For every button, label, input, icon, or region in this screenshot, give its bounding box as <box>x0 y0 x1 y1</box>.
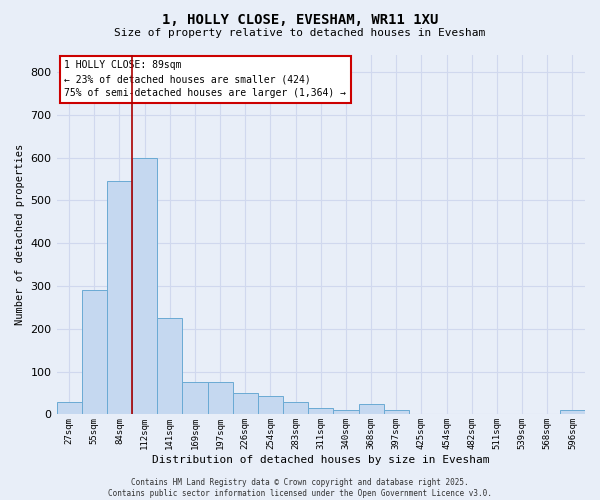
Bar <box>359 404 383 414</box>
Bar <box>107 181 132 414</box>
X-axis label: Distribution of detached houses by size in Evesham: Distribution of detached houses by size … <box>152 455 490 465</box>
Text: 1, HOLLY CLOSE, EVESHAM, WR11 1XU: 1, HOLLY CLOSE, EVESHAM, WR11 1XU <box>162 12 438 26</box>
Text: Contains HM Land Registry data © Crown copyright and database right 2025.
Contai: Contains HM Land Registry data © Crown c… <box>108 478 492 498</box>
Bar <box>383 410 409 414</box>
Text: Size of property relative to detached houses in Evesham: Size of property relative to detached ho… <box>115 28 485 38</box>
Bar <box>182 382 208 414</box>
Y-axis label: Number of detached properties: Number of detached properties <box>15 144 25 326</box>
Bar <box>233 393 258 414</box>
Bar <box>132 158 157 414</box>
Bar <box>208 382 233 414</box>
Bar <box>334 410 359 414</box>
Bar <box>283 402 308 414</box>
Bar <box>157 318 182 414</box>
Bar <box>560 410 585 414</box>
Bar <box>82 290 107 414</box>
Bar <box>56 402 82 414</box>
Bar <box>308 408 334 414</box>
Text: 1 HOLLY CLOSE: 89sqm
← 23% of detached houses are smaller (424)
75% of semi-deta: 1 HOLLY CLOSE: 89sqm ← 23% of detached h… <box>64 60 346 98</box>
Bar <box>258 396 283 414</box>
